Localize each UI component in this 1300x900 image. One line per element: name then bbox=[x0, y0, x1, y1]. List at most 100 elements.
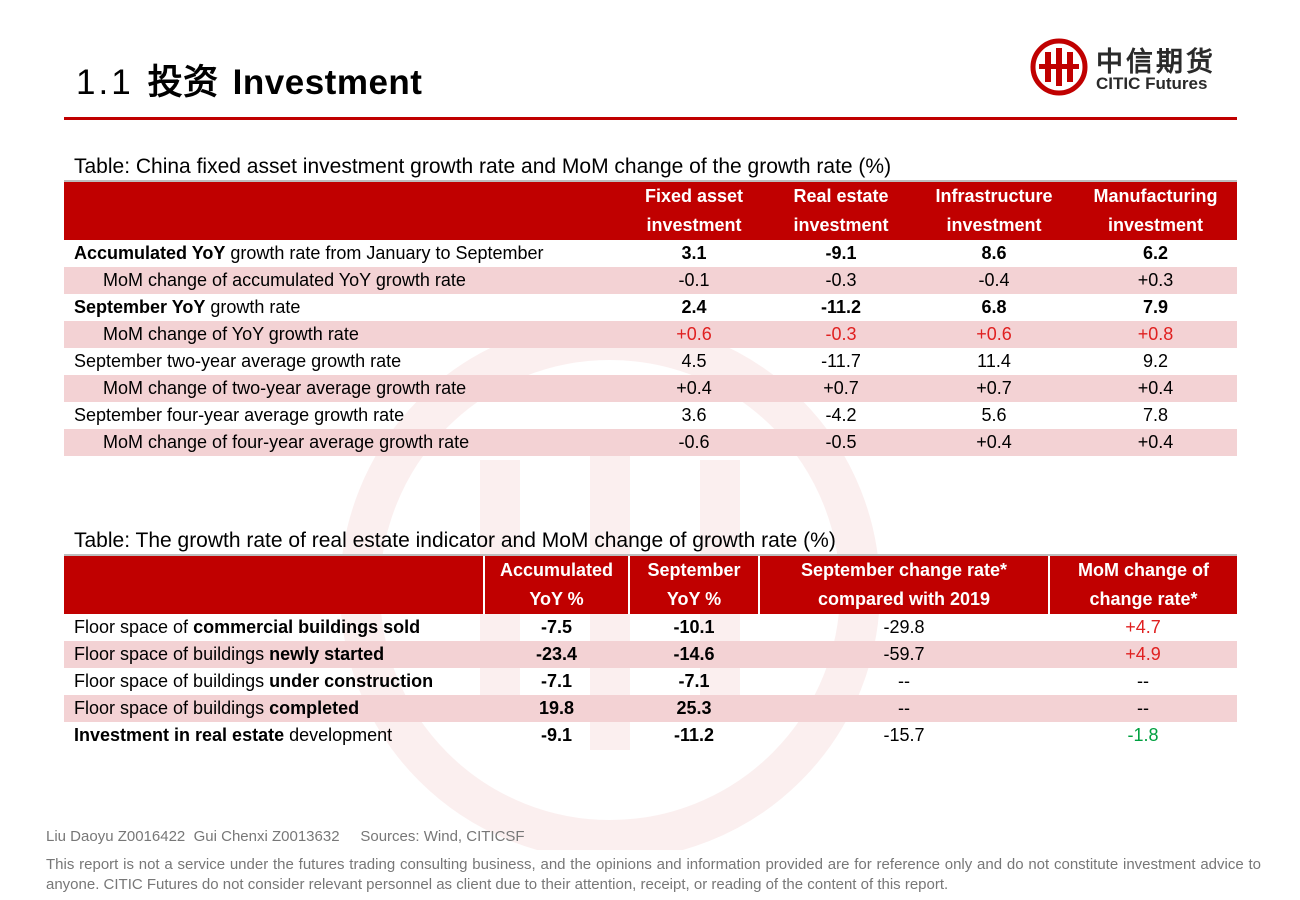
cell: -7.1 bbox=[678, 671, 710, 691]
cell: +0.7 bbox=[914, 375, 1074, 402]
cell: 19.8 bbox=[484, 695, 629, 722]
row-label: MoM change of accumulated YoY growth rat… bbox=[64, 267, 620, 294]
row-label: MoM change of two-year average growth ra… bbox=[64, 375, 620, 402]
table-row: MoM change of four-year average growth r… bbox=[64, 429, 1237, 456]
row-label: September four-year average growth rate bbox=[74, 405, 405, 425]
cell: +0.6 bbox=[620, 321, 768, 348]
cell: 9.2 bbox=[1142, 351, 1169, 371]
table-row: Floor space of buildings under construct… bbox=[64, 668, 1237, 695]
cell: -10.1 bbox=[673, 617, 715, 637]
table-row: September two-year average growth rate 4… bbox=[64, 348, 1237, 375]
section-title-en: Investment bbox=[232, 63, 423, 102]
cell: -0.1 bbox=[620, 267, 768, 294]
cell: +0.4 bbox=[1074, 429, 1237, 456]
table2-caption: Table: The growth rate of real estate in… bbox=[74, 529, 836, 552]
row-label: Accumulated YoY growth rate from January… bbox=[74, 243, 544, 263]
header-blank bbox=[64, 556, 484, 614]
table-row: Floor space of buildings newly started -… bbox=[64, 641, 1237, 668]
logo-text-cn: 中信期货 bbox=[1096, 47, 1216, 77]
table-row: Accumulated YoY growth rate from January… bbox=[64, 240, 1237, 267]
section-title-cn: 投资 bbox=[147, 63, 219, 102]
cell: +0.3 bbox=[1074, 267, 1237, 294]
header-fixed-asset: Fixed asset investment bbox=[620, 182, 768, 240]
logo-text-en: CITIC Futures bbox=[1096, 74, 1208, 93]
table-header-row: Accumulated YoY % September YoY % Septembe… bbox=[64, 556, 1237, 614]
cell: 3.1 bbox=[681, 243, 707, 263]
section-number: 1.1 bbox=[76, 63, 134, 102]
table-row: September YoY growth rate 2.4 -11.2 6.8 … bbox=[64, 294, 1237, 321]
page-title: 1.1 投资 Investment bbox=[76, 54, 422, 105]
cell: -0.3 bbox=[768, 267, 914, 294]
citic-futures-logo: 中信期货 CITIC Futures bbox=[1030, 38, 1230, 98]
cell: -15.7 bbox=[883, 725, 925, 745]
fixed-asset-investment-table: Fixed asset investment Real estate investm… bbox=[64, 182, 1237, 456]
row-label: MoM change of YoY growth rate bbox=[64, 321, 620, 348]
cell: 3.6 bbox=[681, 405, 707, 425]
citic-logo-icon bbox=[1030, 38, 1088, 96]
cell: +4.7 bbox=[1125, 617, 1161, 637]
table-row: Floor space of buildings completed 19.8 … bbox=[64, 695, 1237, 722]
cell: -11.7 bbox=[821, 351, 861, 371]
cell: 11.4 bbox=[977, 351, 1011, 371]
header-rule bbox=[64, 117, 1237, 120]
cell: +0.7 bbox=[768, 375, 914, 402]
row-label: Investment in real estate development bbox=[74, 725, 393, 745]
cell: 7.9 bbox=[1142, 297, 1169, 317]
header-real-estate: Real estate investment bbox=[768, 182, 914, 240]
cell: -29.8 bbox=[883, 617, 925, 637]
row-label: Floor space of buildings under construct… bbox=[74, 671, 434, 691]
cell: 25.3 bbox=[629, 695, 759, 722]
header-accumulated-yoy: Accumulated YoY % bbox=[483, 556, 629, 614]
footer-disclaimer: This report is not a service under the f… bbox=[46, 856, 1261, 893]
cell: +0.6 bbox=[914, 321, 1074, 348]
cell: -7.5 bbox=[540, 617, 573, 637]
table-row: MoM change of YoY growth rate +0.6 -0.3 … bbox=[64, 321, 1237, 348]
cell: -14.6 bbox=[629, 641, 759, 668]
header-blank bbox=[64, 182, 620, 240]
cell: 7.8 bbox=[1142, 405, 1169, 425]
header-change-vs-2019: September change rate* compared with 2019 bbox=[758, 556, 1049, 614]
cell: -59.7 bbox=[759, 641, 1049, 668]
header-mom-change: MoM change of change rate* bbox=[1048, 556, 1237, 614]
cell: 8.6 bbox=[981, 243, 1007, 263]
footer-authors: Liu Daoyu Z0016422 Gui Chenxi Z0013632 S… bbox=[46, 828, 525, 845]
cell: -7.1 bbox=[540, 671, 573, 691]
cell: -- bbox=[1049, 695, 1237, 722]
row-label: MoM change of four-year average growth r… bbox=[64, 429, 620, 456]
cell: -0.3 bbox=[768, 321, 914, 348]
row-label: September two-year average growth rate bbox=[74, 351, 402, 371]
cell: -0.4 bbox=[914, 267, 1074, 294]
cell: -11.2 bbox=[820, 297, 862, 317]
table-row: MoM change of accumulated YoY growth rat… bbox=[64, 267, 1237, 294]
cell: -0.5 bbox=[768, 429, 914, 456]
cell: 6.2 bbox=[1142, 243, 1169, 263]
cell: +0.4 bbox=[914, 429, 1074, 456]
cell: +0.8 bbox=[1074, 321, 1237, 348]
cell: -9.1 bbox=[825, 243, 857, 263]
header-infrastructure: Infrastructure investment bbox=[914, 182, 1074, 240]
table-header-row: Fixed asset investment Real estate investm… bbox=[64, 182, 1237, 240]
cell: 2.4 bbox=[681, 297, 707, 317]
table-row: September four-year average growth rate … bbox=[64, 402, 1237, 429]
row-label: Floor space of buildings completed bbox=[64, 695, 484, 722]
table-row: Floor space of commercial buildings sold… bbox=[64, 614, 1237, 641]
row-label: Floor space of buildings newly started bbox=[64, 641, 484, 668]
cell: +0.4 bbox=[1074, 375, 1237, 402]
real-estate-indicator-table: Accumulated YoY % September YoY % Septembe… bbox=[64, 556, 1237, 749]
cell: +0.4 bbox=[620, 375, 768, 402]
header-manufacturing: Manufacturing investment bbox=[1074, 182, 1237, 240]
table-row: Investment in real estate development -9… bbox=[64, 722, 1237, 749]
cell: -11.2 bbox=[673, 725, 715, 745]
cell: -- bbox=[1137, 671, 1149, 691]
cell: 6.8 bbox=[981, 297, 1007, 317]
table1-caption: Table: China fixed asset investment grow… bbox=[74, 155, 892, 178]
cell: +4.9 bbox=[1049, 641, 1237, 668]
row-label: September YoY growth rate bbox=[74, 297, 301, 317]
header-september-yoy: September YoY % bbox=[628, 556, 759, 614]
cell: -- bbox=[898, 671, 910, 691]
cell: -- bbox=[759, 695, 1049, 722]
table1-top-bar bbox=[64, 180, 1237, 183]
cell: -1.8 bbox=[1127, 725, 1159, 745]
cell: 4.5 bbox=[681, 351, 707, 371]
cell: -9.1 bbox=[540, 725, 573, 745]
